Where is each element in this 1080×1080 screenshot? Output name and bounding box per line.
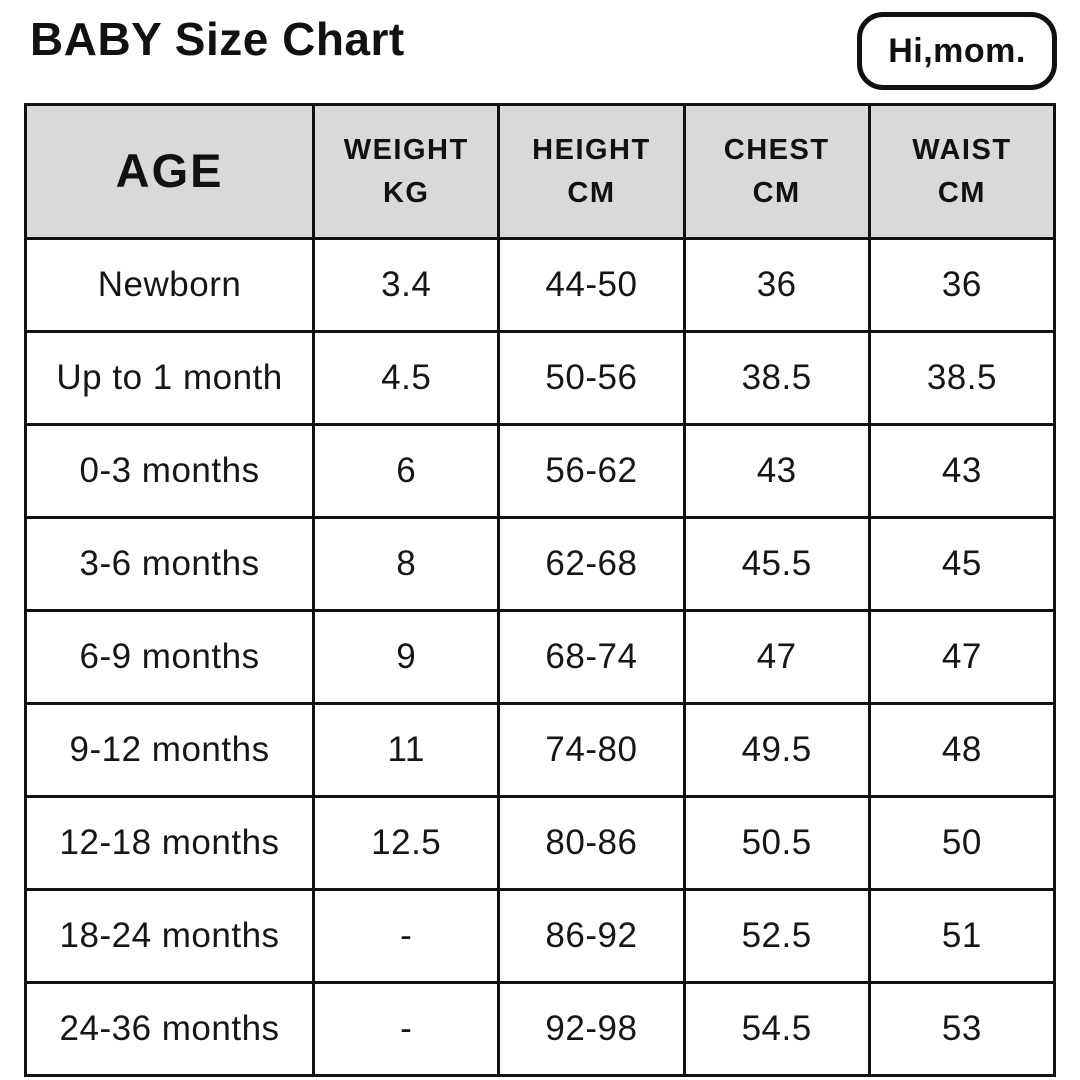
age-cell: 6-9 months: [23, 609, 316, 705]
age-cell: 12-18 months: [23, 795, 316, 891]
weight-cell: 12.5: [312, 795, 501, 891]
height-cell: 68-74: [497, 609, 686, 705]
weight-cell: -: [312, 981, 501, 1077]
page-title: BABY Size Chart: [30, 13, 405, 65]
waist-cell: 38.5: [867, 330, 1057, 426]
header-height: HEIGHT CM: [497, 103, 686, 240]
height-cell: 50-56: [497, 330, 686, 426]
table-row: 3-6 months 8 62-68 45.5 45: [23, 516, 1057, 612]
chest-cell: 38.5: [682, 330, 871, 426]
height-cell: 56-62: [497, 423, 686, 519]
header-chest: CHEST CM: [682, 103, 871, 240]
size-table-header: AGE WEIGHT KG HEIGHT CM CHEST CM WAIST C…: [23, 103, 1057, 240]
height-cell: 62-68: [497, 516, 686, 612]
waist-cell: 36: [867, 237, 1057, 333]
height-cell: 86-92: [497, 888, 686, 984]
waist-cell: 53: [867, 981, 1057, 1077]
header-height-label: HEIGHT: [532, 134, 651, 167]
table-row: 24-36 months -92-98 54.5 53: [23, 981, 1057, 1077]
height-cell: 44-50: [497, 237, 686, 333]
header-age: AGE: [23, 103, 316, 240]
height-cell: 74-80: [497, 702, 686, 798]
header-height-unit: CM: [567, 176, 616, 209]
chest-cell: 45.5: [682, 516, 871, 612]
table-row: 18-24 months -86-92 52.5 51: [23, 888, 1057, 984]
chest-cell: 47: [682, 609, 871, 705]
age-cell: 24-36 months: [23, 981, 316, 1077]
age-cell: 0-3 months: [23, 423, 316, 519]
waist-cell: 43: [867, 423, 1057, 519]
header-chest-label: CHEST: [723, 134, 830, 167]
weight-cell: 4.5: [312, 330, 501, 426]
header-row: AGE WEIGHT KG HEIGHT CM CHEST CM WAIST C…: [23, 103, 1057, 240]
waist-cell: 45: [867, 516, 1057, 612]
weight-cell: 3.4: [312, 237, 501, 333]
waist-cell: 50: [867, 795, 1057, 891]
header-waist: WAIST CM: [867, 103, 1057, 240]
chest-cell: 49.5: [682, 702, 871, 798]
height-cell: 92-98: [497, 981, 686, 1077]
age-cell: 3-6 months: [23, 516, 316, 612]
header-waist-unit: CM: [937, 176, 986, 209]
chest-cell: 43: [682, 423, 871, 519]
weight-cell: 9: [312, 609, 501, 705]
brand-logo-text: Hi,mom.: [888, 31, 1026, 70]
waist-cell: 47: [867, 609, 1057, 705]
age-cell: Up to 1 month: [23, 330, 316, 426]
brand-logo-badge: Hi,mom.: [857, 12, 1057, 90]
size-table-body: Newborn 3.4 44-50 36 36 Up to 1 month 4.5 50-56…: [23, 237, 1057, 1077]
weight-cell: 6: [312, 423, 501, 519]
header-weight: WEIGHT KG: [312, 103, 501, 240]
header-chest-unit: CM: [752, 176, 801, 209]
waist-cell: 51: [867, 888, 1057, 984]
table-row: 12-18 months 12.5 80-86 50.5 50: [23, 795, 1057, 891]
header-weight-label: WEIGHT: [343, 134, 469, 167]
table-row: 6-9 months 9 68-74 47 47: [23, 609, 1057, 705]
header-age-label: AGE: [115, 144, 224, 198]
table-row: 0-3 months 6 56-62 43 43: [23, 423, 1057, 519]
weight-cell: 8: [312, 516, 501, 612]
age-cell: 18-24 months: [23, 888, 316, 984]
header-weight-unit: KG: [382, 176, 430, 209]
waist-cell: 48: [867, 702, 1057, 798]
weight-cell: 11: [312, 702, 501, 798]
header-waist-label: WAIST: [912, 134, 1012, 167]
chest-cell: 50.5: [682, 795, 871, 891]
table-row: Up to 1 month 4.5 50-56 38.5 38.5: [23, 330, 1057, 426]
weight-cell: -: [312, 888, 501, 984]
table-row: Newborn 3.4 44-50 36 36: [23, 237, 1057, 333]
chest-cell: 52.5: [682, 888, 871, 984]
age-cell: Newborn: [23, 237, 316, 333]
baby-size-table: AGE WEIGHT KG HEIGHT CM CHEST CM WAIST C…: [23, 103, 1057, 1077]
age-cell: 9-12 months: [23, 702, 316, 798]
chest-cell: 36: [682, 237, 871, 333]
table-row: 9-12 months 11 74-80 49.5 48: [23, 702, 1057, 798]
chest-cell: 54.5: [682, 981, 871, 1077]
height-cell: 80-86: [497, 795, 686, 891]
